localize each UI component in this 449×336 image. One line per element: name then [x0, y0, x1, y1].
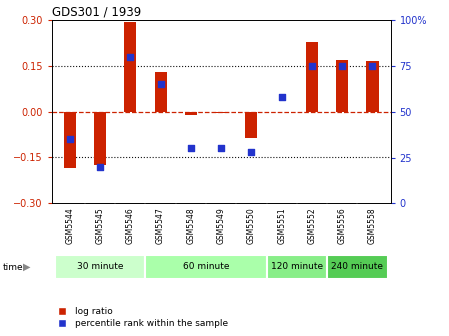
Bar — [94, 112, 106, 165]
Bar — [336, 60, 348, 112]
Text: 120 minute: 120 minute — [271, 262, 323, 271]
Text: 30 minute: 30 minute — [77, 262, 123, 271]
Text: GSM5548: GSM5548 — [186, 207, 195, 244]
Text: GSM5549: GSM5549 — [216, 207, 226, 244]
Bar — [124, 22, 136, 112]
Bar — [245, 112, 257, 138]
Text: GSM5556: GSM5556 — [338, 207, 347, 244]
Point — [157, 82, 164, 87]
Text: GSM5544: GSM5544 — [65, 207, 74, 244]
Text: GDS301 / 1939: GDS301 / 1939 — [52, 6, 141, 19]
Bar — [267, 255, 327, 279]
Text: 240 minute: 240 minute — [331, 262, 383, 271]
Text: GSM5547: GSM5547 — [156, 207, 165, 244]
Text: GSM5550: GSM5550 — [247, 207, 256, 244]
Point — [278, 94, 285, 100]
Point — [339, 63, 346, 69]
Point — [369, 63, 376, 69]
Bar — [64, 112, 76, 168]
Point — [308, 63, 316, 69]
Text: GSM5551: GSM5551 — [277, 207, 286, 244]
Text: 60 minute: 60 minute — [183, 262, 229, 271]
Legend: log ratio, percentile rank within the sample: log ratio, percentile rank within the sa… — [49, 303, 231, 332]
Text: GSM5552: GSM5552 — [308, 207, 317, 244]
Point — [127, 54, 134, 59]
Bar — [145, 255, 267, 279]
Text: ▶: ▶ — [23, 262, 31, 272]
Bar — [154, 72, 167, 112]
Point — [187, 146, 194, 151]
Point — [66, 136, 73, 142]
Bar — [306, 42, 318, 112]
Text: GSM5546: GSM5546 — [126, 207, 135, 244]
Point — [218, 146, 225, 151]
Bar — [215, 112, 227, 113]
Text: GSM5545: GSM5545 — [96, 207, 105, 244]
Point — [248, 149, 255, 155]
Bar — [366, 61, 379, 112]
Text: GSM5558: GSM5558 — [368, 207, 377, 244]
Point — [97, 164, 104, 169]
Bar — [327, 255, 387, 279]
Bar — [185, 112, 197, 115]
Text: time: time — [2, 263, 23, 271]
Bar — [55, 255, 145, 279]
